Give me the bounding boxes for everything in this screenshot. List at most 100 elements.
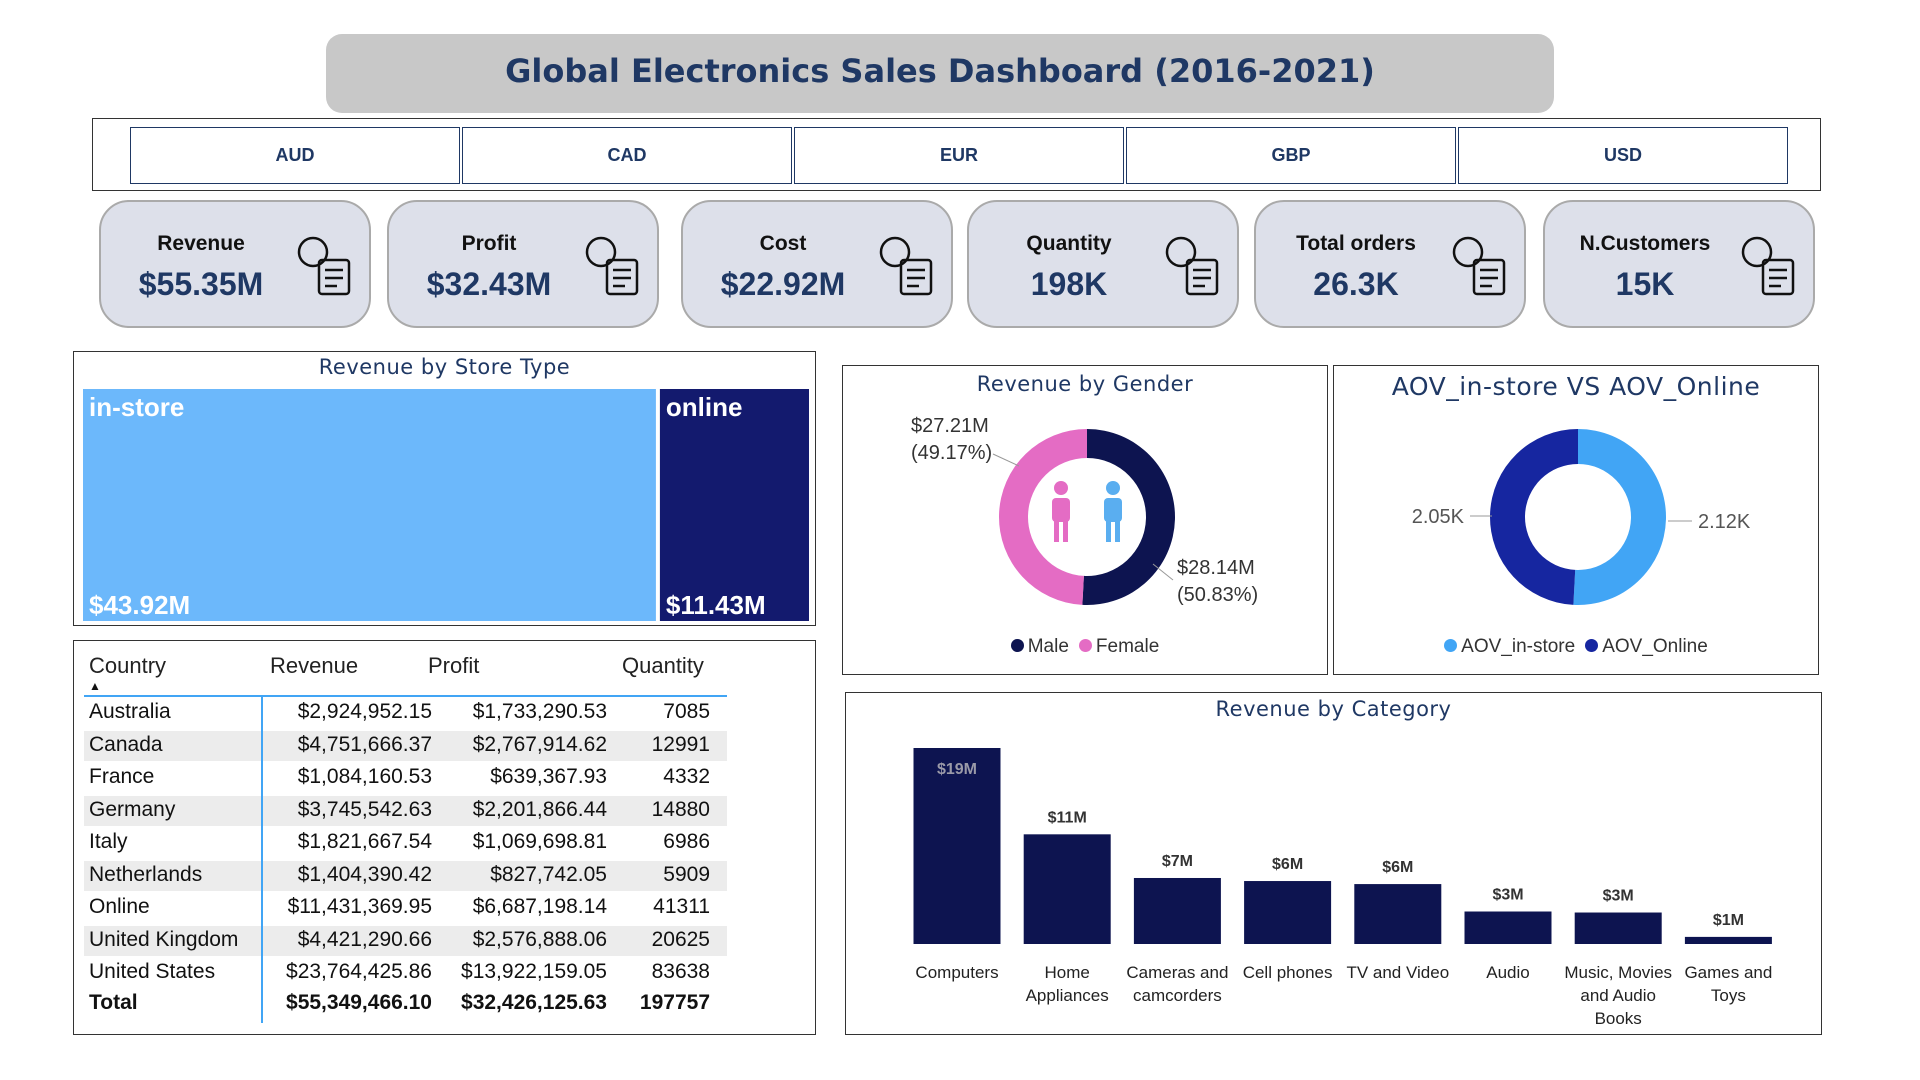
kpi-icon <box>297 236 329 268</box>
kpi-icon <box>1165 236 1197 268</box>
row-label: Germany <box>89 797 176 821</box>
kpi-label: Cost <box>759 232 807 255</box>
table-cell: $13,922,159.05 <box>461 960 607 983</box>
data-label: $28.14M <box>1177 557 1255 579</box>
title-bar: Global Electronics Sales Dashboard (2016… <box>326 34 1554 113</box>
figure-icon <box>1052 498 1070 522</box>
figure-icon <box>1063 520 1068 542</box>
kpi-label: Revenue <box>157 232 245 255</box>
bar <box>913 748 1001 944</box>
row-label: Online <box>89 895 150 918</box>
tile-label: online <box>666 392 743 422</box>
donut-slice <box>998 429 1087 605</box>
legend-label: Male <box>1027 636 1069 657</box>
kpi-icon <box>1472 258 1506 296</box>
data-label: $3M <box>1492 887 1523 904</box>
legend-swatch <box>1585 639 1599 652</box>
kpi-icon <box>899 258 933 296</box>
chart-area <box>1165 236 1219 296</box>
x-tick-label: TV and Video <box>1346 963 1450 982</box>
table-cell: 4332 <box>663 765 710 788</box>
row-label: France <box>89 765 155 788</box>
x-tick-label: Music, Movies and Audio Books <box>1564 963 1673 1028</box>
header-rule <box>84 695 727 697</box>
tile-value: $43.92M <box>89 590 190 620</box>
kpi-icon <box>1452 236 1484 268</box>
row-label: Netherlands <box>89 862 203 886</box>
table-cell: $4,751,666.37 <box>297 732 432 756</box>
data-label: $3M <box>1603 888 1634 905</box>
sort-arrow: ▲ <box>89 679 101 693</box>
data-label: $6M <box>1272 856 1303 873</box>
legend-swatch <box>1010 639 1024 652</box>
data-label: 2.05K <box>1412 506 1465 528</box>
data-label: $1M <box>1713 912 1744 929</box>
treemap-tile <box>659 389 809 621</box>
table-cell: 197757 <box>639 991 710 1014</box>
table-cell: $2,924,952.15 <box>297 700 432 723</box>
chart-area: $27.21M (49.17%) $28.14M (50.83%) <box>911 415 1258 606</box>
table-cell: $1,069,698.81 <box>472 830 607 853</box>
kpi-value: $22.92M <box>720 266 846 302</box>
x-tick-label: Home Appliances <box>1025 963 1109 1005</box>
table-cell: 14880 <box>651 797 710 821</box>
bar <box>1354 884 1442 944</box>
table-cell: 41311 <box>653 895 710 918</box>
table-cell: $1,733,290.53 <box>472 700 607 723</box>
table-cell: 5909 <box>663 862 710 886</box>
kpi-icon <box>613 268 631 288</box>
figure-icon <box>1106 481 1120 495</box>
row-label: Canada <box>89 732 163 756</box>
table-panel: Country Revenue Profit Quantity ▲ Australia $2… <box>73 640 816 1035</box>
data-label: (49.17%) <box>911 442 992 464</box>
column-rule <box>261 697 263 1023</box>
row-label: Total <box>89 991 138 1014</box>
chart-area <box>585 236 639 296</box>
donut-slice <box>1490 429 1578 605</box>
figure-icon <box>1104 498 1122 522</box>
chart-area <box>1452 236 1506 296</box>
row-label: Australia <box>89 700 171 723</box>
kpi-label: Total orders <box>1296 232 1416 255</box>
row-label: United Kingdom <box>89 927 239 951</box>
currency-button[interactable]: AUD <box>130 127 460 184</box>
kpi-icon <box>1761 258 1795 296</box>
table-cell: $2,767,914.62 <box>472 732 607 756</box>
donut-panel: AOV_in-store VS AOV_Online 2.05K 2.12K AOV_… <box>1333 365 1819 675</box>
currency-slicer: AUD CAD EUR GBP USD <box>92 118 1821 191</box>
data-label: $27.21M <box>911 415 989 437</box>
kpi-icon <box>1193 268 1211 288</box>
x-tick-label: Cameras and camcorders <box>1126 963 1229 1005</box>
currency-button[interactable]: GBP <box>1126 127 1456 184</box>
table-cell: 12991 <box>651 732 710 756</box>
kpi-icon <box>1185 258 1219 296</box>
figure-icon <box>1106 520 1111 542</box>
chart-title: Revenue by Gender <box>976 372 1194 396</box>
table-cell: 20625 <box>651 927 710 951</box>
table-cell: $2,576,888.06 <box>472 927 607 951</box>
x-tick-label: Audio <box>1486 963 1530 982</box>
currency-button[interactable]: EUR <box>794 127 1124 184</box>
x-tick-label: Computers <box>915 963 999 982</box>
kpi-label: Quantity <box>1026 232 1112 255</box>
row-stripe <box>84 730 727 761</box>
legend-swatch <box>1444 639 1458 652</box>
currency-button[interactable]: USD <box>1458 127 1788 184</box>
kpi-card: Profit $32.43M <box>387 200 659 328</box>
column-header: Country <box>89 653 167 678</box>
bar <box>1684 936 1772 944</box>
figure-icon <box>1115 520 1120 542</box>
table-cell: $23,764,425.86 <box>286 960 432 983</box>
table-cell: $11,431,369.95 <box>287 895 432 918</box>
legend: AOV_in-store AOV_Online <box>1334 636 1818 658</box>
chart-area <box>297 236 351 296</box>
tile-value: $11.43M <box>666 590 766 620</box>
kpi-value: 198K <box>1030 266 1108 302</box>
kpi-card: Cost $22.92M <box>681 200 953 328</box>
data-label: $7M <box>1162 853 1193 870</box>
currency-button[interactable]: CAD <box>462 127 792 184</box>
row-label: Italy <box>89 830 128 853</box>
table-cell: $1,404,390.42 <box>297 862 432 886</box>
bar <box>1244 881 1332 944</box>
kpi-card: Total orders 26.3K <box>1254 200 1526 328</box>
